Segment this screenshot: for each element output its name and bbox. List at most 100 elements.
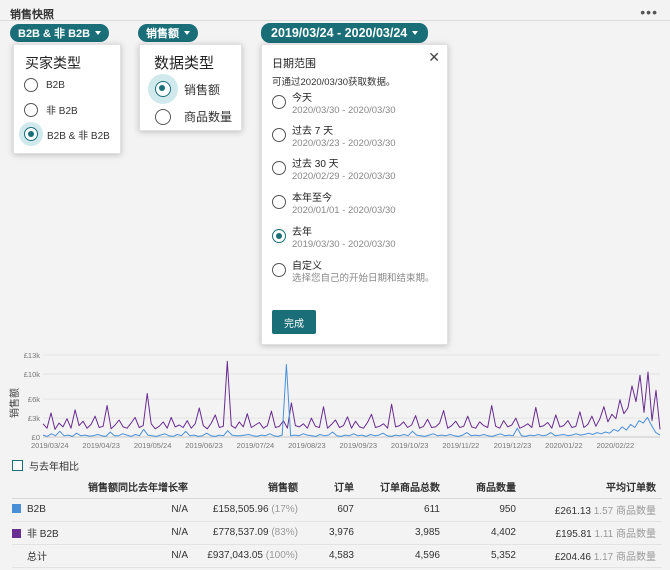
y-tick-label: £0 [32, 433, 40, 442]
cell-sales-pct: (100%) [265, 550, 298, 561]
date-range-dropdown[interactable]: 2019/03/24 - 2020/03/24 [261, 23, 429, 43]
date-option-range: 2020/03/23 - 2020/03/30 [292, 138, 396, 149]
more-horizontal-icon[interactable]: ••• [640, 4, 658, 20]
done-button[interactable]: 完成 [272, 310, 316, 334]
legend-swatch-non-b2b [12, 529, 21, 538]
date-option-last-30-days[interactable]: 过去 30 天 2020/02/29 - 2020/03/30 [272, 159, 396, 183]
caret-down-icon [184, 31, 190, 35]
date-option-range: 2020/02/29 - 2020/03/30 [292, 171, 396, 182]
metric-title: 数据类型 [154, 55, 215, 72]
x-tick-label: 2020/01/22 [545, 441, 583, 450]
radio-non-b2b[interactable]: 非 B2B [24, 102, 78, 117]
cell-sales: £778,537.09 (83%) [194, 521, 304, 545]
cell-growth: N/A [64, 498, 194, 522]
col-header-growth: 销售额同比去年增长率 [64, 476, 194, 499]
radio-selected-icon [272, 229, 286, 243]
cell-avg-units: 1.17 商品数量 [593, 552, 656, 563]
date-option-label: 今天 [292, 93, 312, 104]
cell-sales-pct: (17%) [271, 504, 298, 515]
sales-line-chart: 销售额 £0 £3k £6k £10k £13k 2019/03/24 2019/04/2… [8, 351, 661, 450]
date-option-last-7-days[interactable]: 过去 7 天 2020/03/23 - 2020/03/30 [272, 126, 396, 150]
col-header-name [12, 476, 64, 499]
row-name-text: 非 B2B [27, 529, 59, 540]
radio-icon [24, 102, 38, 117]
buyer-type-dropdown-label: B2B & 非 B2B [18, 28, 91, 40]
x-tick-label: 2019/10/23 [391, 441, 429, 450]
table-row: 非 B2B N/A £778,537.09 (83%) 3,976 3,985 … [12, 521, 662, 545]
row-name-text: 总计 [27, 552, 47, 563]
radio-label: B2B [46, 79, 65, 91]
y-tick-label: £3k [28, 414, 40, 423]
x-tick-label: 2019/05/24 [134, 441, 172, 450]
radio-selected-icon [155, 81, 171, 97]
compare-checkbox[interactable] [12, 460, 23, 471]
caret-down-icon [412, 31, 419, 35]
cell-avg: £261.13 1.57 商品数量 [522, 498, 662, 522]
col-header-orders: 订单 [304, 476, 360, 499]
x-tick-label: 2019/07/24 [237, 441, 275, 450]
chart-grid: £0 £3k £6k £10k £13k [24, 351, 660, 442]
radio-icon [272, 161, 286, 175]
cell-growth: N/A [64, 544, 194, 568]
date-option-label: 过去 30 天 [292, 159, 339, 170]
radio-selected-halo [19, 122, 43, 146]
row-name: B2B [12, 498, 64, 522]
panel-title: 销售快照 [10, 9, 54, 21]
buyer-type-title: 买家类型 [25, 55, 81, 71]
header-divider [0, 20, 670, 21]
compare-last-year-toggle[interactable]: 与去年相比 [12, 458, 79, 473]
cell-order-items: 4,596 [360, 544, 446, 568]
radio-b2b[interactable]: B2B [24, 78, 65, 92]
caret-down-icon [95, 31, 102, 35]
col-header-sales: 销售额 [194, 476, 304, 499]
summary-table: 销售额同比去年增长率 销售额 订单 订单商品总数 商品数量 平均订单数 B2B … [12, 476, 662, 568]
date-option-last-year[interactable]: 去年 2019/03/30 - 2020/03/30 [272, 227, 396, 251]
cell-sales-pct: (83%) [271, 527, 298, 538]
col-header-avg-order: 平均订单数 [522, 476, 662, 499]
radio-label: 非 B2B [46, 106, 78, 117]
date-option-label: 过去 7 天 [292, 126, 334, 137]
y-tick-label: £10k [24, 370, 41, 379]
close-icon[interactable]: ✕ [428, 49, 440, 65]
x-tick-label: 2019/06/23 [185, 441, 223, 450]
chart-series [42, 360, 661, 437]
date-range-dropdown-label: 2019/03/24 - 2020/03/24 [271, 26, 408, 40]
metric-dropdown[interactable]: 销售额 [138, 24, 198, 42]
cell-sales-value: £158,505.96 [212, 504, 269, 515]
series-line-b2b [42, 364, 661, 437]
date-option-range: 2020/03/30 - 2020/03/30 [292, 105, 396, 116]
buyer-type-dropdown[interactable]: B2B & 非 B2B [10, 24, 110, 42]
cell-avg-units: 1.57 商品数量 [593, 506, 656, 517]
date-option-label: 自定义 [292, 261, 322, 272]
cell-sales: £158,505.96 (17%) [194, 498, 304, 522]
cell-avg: £195.81 1.11 商品数量 [522, 521, 662, 545]
cell-order-items: 3,985 [360, 521, 446, 545]
radio-icon [272, 128, 286, 142]
radio-label: 商品数量 [184, 110, 233, 124]
legend-swatch-b2b [12, 504, 21, 513]
cell-order-items: 611 [360, 498, 446, 522]
cell-units: 5,352 [446, 544, 522, 568]
x-tick-label: 2019/03/24 [31, 441, 69, 450]
radio-icon [272, 95, 286, 109]
radio-icon [272, 263, 286, 277]
cell-units: 950 [446, 498, 522, 522]
date-option-today[interactable]: 今天 2020/03/30 - 2020/03/30 [272, 93, 396, 117]
date-option-label: 去年 [292, 227, 312, 238]
metric-popover: 数据类型 销售额 商品数量 [139, 44, 242, 131]
date-option-year-to-date[interactable]: 本年至今 2020/01/01 - 2020/03/30 [272, 193, 396, 217]
y-tick-label: £13k [24, 351, 41, 360]
radio-sales[interactable]: 销售额 [148, 74, 220, 104]
date-option-custom[interactable]: 自定义 选择您自己的开始日期和结束期。 [272, 261, 435, 285]
cell-avg-units: 1.11 商品数量 [594, 529, 657, 540]
radio-units[interactable]: 商品数量 [155, 108, 232, 125]
cell-sales-value: £937,043.05 [207, 550, 263, 561]
table-row-total: 总计 N/A £937,043.05 (100%) 4,583 4,596 5,… [12, 544, 662, 568]
date-option-range: 2020/01/01 - 2020/03/30 [292, 205, 396, 216]
date-range-title: 日期范围 [272, 58, 316, 70]
buyer-type-popover: 买家类型 B2B 非 B2B B2B & 非 B2B [13, 44, 121, 154]
cell-avg: £204.46 1.17 商品数量 [522, 544, 662, 568]
compare-label: 与去年相比 [29, 462, 79, 473]
radio-b2b-and-non-b2b[interactable]: B2B & 非 B2B [19, 122, 110, 146]
cell-avg-value: £204.46 [554, 552, 591, 563]
